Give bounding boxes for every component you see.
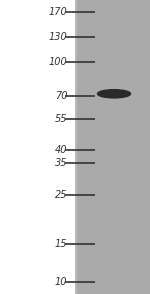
Bar [0,0,75,294]
Text: 100: 100 [49,57,68,67]
Text: 25: 25 [55,190,68,200]
Text: 130: 130 [49,32,68,42]
Text: 55: 55 [55,114,68,124]
Text: 35: 35 [55,158,68,168]
Bar [75,0,150,294]
Text: 70: 70 [55,91,68,101]
Text: 170: 170 [49,7,68,17]
Text: 15: 15 [55,238,68,248]
Text: 10: 10 [55,277,68,287]
Ellipse shape [98,90,130,98]
Text: 40: 40 [55,145,68,155]
